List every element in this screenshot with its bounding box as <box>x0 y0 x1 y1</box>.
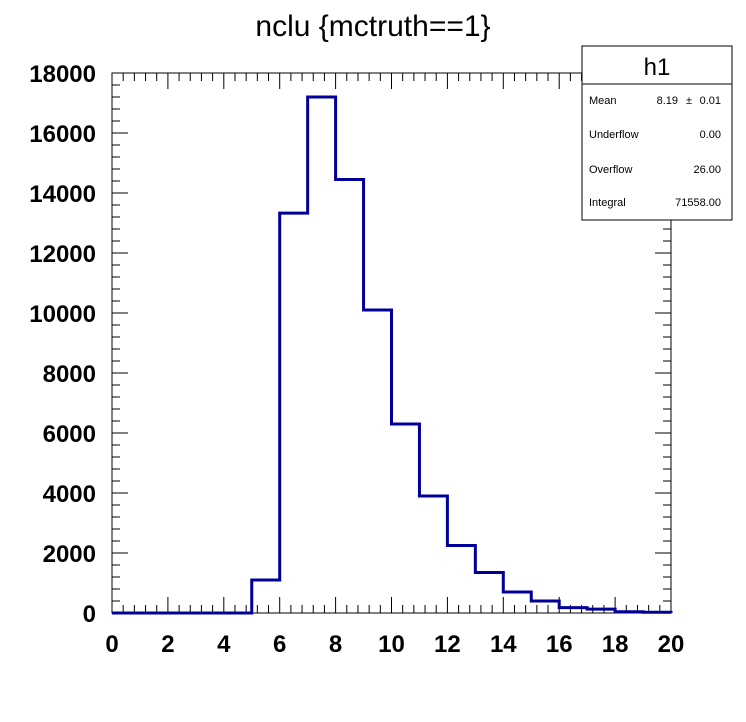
histogram-bin <box>392 424 420 613</box>
histogram-bin <box>280 213 308 613</box>
x-tick-label: 8 <box>329 631 342 658</box>
histogram-bin <box>364 310 392 613</box>
x-tick-label: 20 <box>658 631 685 658</box>
y-tick-label: 16000 <box>29 121 96 148</box>
x-tick-label: 14 <box>490 631 517 658</box>
stats-box-title: h1 <box>644 54 671 81</box>
stats-mean-value: 8.19 <box>657 95 678 107</box>
y-tick-label: 6000 <box>43 421 96 448</box>
stats-box: h1 Mean 8.19 ± 0.01 Underflow 0.00 Overf… <box>581 45 733 221</box>
y-tick-label: 10000 <box>29 301 96 328</box>
y-tick-label: 14000 <box>29 181 96 208</box>
histogram-bin <box>447 546 475 614</box>
stats-overflow-label: Overflow <box>589 164 632 176</box>
x-tick-label: 18 <box>602 631 629 658</box>
histogram-bin <box>531 601 559 613</box>
chart-title: nclu {mctruth==1} <box>255 10 490 43</box>
x-tick-label: 12 <box>434 631 461 658</box>
y-tick-label: 8000 <box>43 361 96 388</box>
x-tick-label: 10 <box>378 631 405 658</box>
stats-integral-label: Integral <box>589 197 626 209</box>
stats-mean-pm-sign: ± <box>686 95 692 107</box>
x-tick-label: 6 <box>273 631 286 658</box>
y-tick-label: 12000 <box>29 241 96 268</box>
histogram-bin <box>252 580 280 613</box>
stats-underflow-value: 0.00 <box>700 129 721 141</box>
x-tick-label: 4 <box>217 631 231 658</box>
histogram-bin <box>475 573 503 614</box>
stats-overflow-value: 26.00 <box>693 164 721 176</box>
histogram-bin <box>419 496 447 613</box>
stats-mean-error: 0.01 <box>700 95 721 107</box>
x-tick-label: 2 <box>161 631 174 658</box>
histogram-bin <box>308 97 336 613</box>
y-tick-label: 0 <box>83 601 96 628</box>
histogram-bin <box>336 180 364 614</box>
x-axis-tick-labels: 0 2 4 6 8 10 12 14 16 18 20 <box>105 631 684 658</box>
y-tick-label: 2000 <box>43 541 96 568</box>
x-tick-label: 0 <box>105 631 118 658</box>
stats-box-frame <box>581 45 733 221</box>
stats-underflow-label: Underflow <box>589 129 639 141</box>
x-tick-label: 16 <box>546 631 573 658</box>
y-tick-label: 4000 <box>43 481 96 508</box>
histogram-outline <box>112 95 673 615</box>
y-axis-tick-labels: 0 2000 4000 6000 8000 10000 12000 14000 16000 180… <box>29 61 96 628</box>
stats-integral-value: 71558.00 <box>675 197 721 209</box>
stats-mean-label: Mean <box>589 95 617 107</box>
y-tick-label: 18000 <box>29 61 96 88</box>
histogram-bin <box>503 592 531 613</box>
